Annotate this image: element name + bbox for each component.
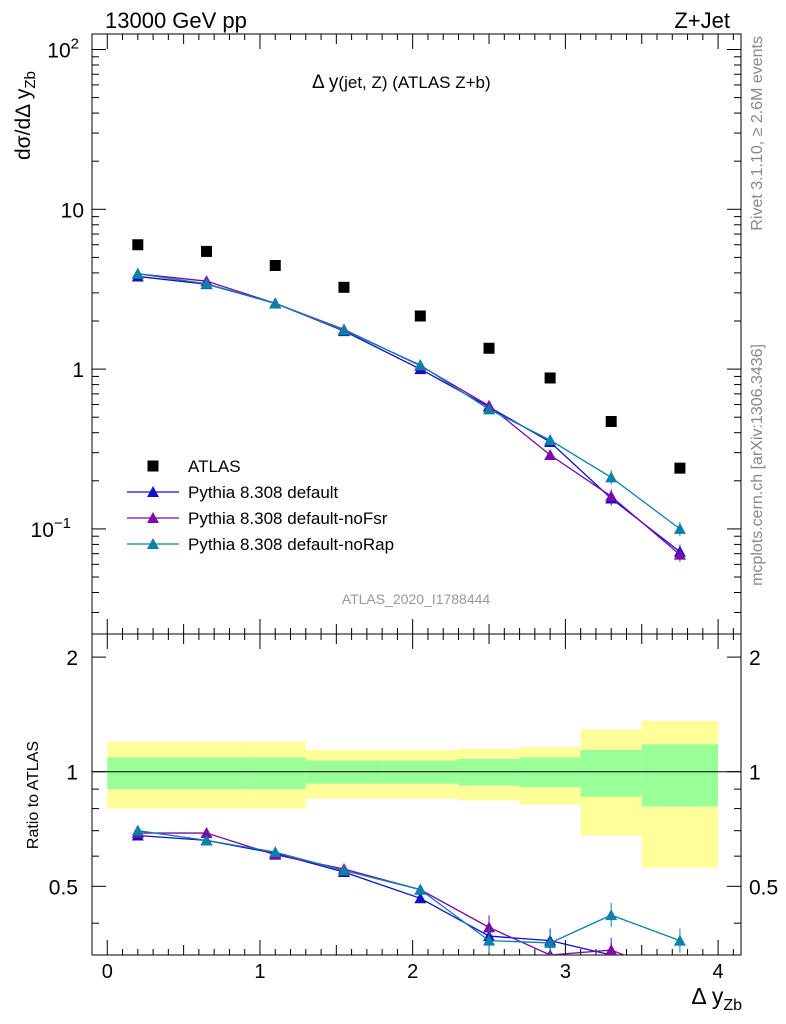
- ratio-point: [414, 883, 427, 895]
- ratio-point: [483, 921, 496, 933]
- main-point: [131, 267, 144, 279]
- main-point: [414, 359, 427, 371]
- main-point: [544, 449, 557, 461]
- main-point: [544, 372, 556, 384]
- main-point: [201, 245, 213, 257]
- x-tick-label: 3: [560, 961, 571, 983]
- ratio-point: [673, 934, 686, 946]
- main-ylabel: dσ/dΔ yZb: [12, 71, 39, 160]
- ratio-point: [414, 892, 427, 904]
- main-title: Δ y(jet, Z) (ATLAS Z+b): [312, 72, 491, 93]
- x-axis-label: Δ yZb: [691, 983, 742, 1014]
- main-point: [673, 548, 686, 560]
- header-left: 13000 GeV pp: [105, 8, 247, 33]
- ratio-axes: 0 1 2 3 4 0.5 0.5 1 1 2 2: [49, 633, 778, 983]
- main-point: [544, 434, 557, 446]
- ratio-uncertainty-bands: [92, 720, 741, 868]
- rivet-label: Rivet 3.1.10, ≥ 2.6M events: [749, 36, 766, 231]
- legend-label: Pythia 8.308 default-noRap: [188, 535, 394, 554]
- main-series: [131, 239, 686, 562]
- main-point: [414, 310, 426, 322]
- ratio-ylabel: Ratio to ATLAS: [25, 741, 42, 849]
- header-right: Z+Jet: [674, 8, 730, 33]
- ratio-y-tick-label: 2: [66, 647, 78, 670]
- main-y-tick-label: 102: [47, 35, 79, 62]
- ratio-band-inner: [107, 757, 245, 790]
- main-point: [605, 471, 618, 483]
- ratio-point: [131, 824, 144, 836]
- ratio-y-tick-label-right: 1: [749, 762, 761, 785]
- main-point: [483, 342, 495, 354]
- main-y-tick-label: 1: [72, 359, 84, 382]
- ratio-y-tick-label-right: 2: [749, 647, 761, 670]
- x-tick-label: 2: [407, 961, 418, 983]
- ratio-y-tick-label-right: 0.5: [749, 876, 778, 899]
- ratio-point: [483, 934, 496, 946]
- ratio-series: [131, 824, 686, 981]
- ratio-series-line: [137, 830, 681, 944]
- ratio-point: [200, 827, 213, 839]
- legend: ATLAS Pythia 8.308 default Pythia 8.308 de…: [127, 457, 394, 554]
- ratio-band-inner: [519, 757, 581, 788]
- ratio-point: [337, 864, 350, 876]
- main-point: [674, 462, 686, 474]
- legend-marker: [147, 512, 159, 523]
- ratio-point: [544, 936, 557, 948]
- legend-marker: [147, 538, 159, 549]
- main-point: [200, 277, 213, 289]
- legend-label: ATLAS: [188, 457, 241, 476]
- main-point: [673, 522, 686, 534]
- svg-text:dσ/dΔ yZb: dσ/dΔ yZb: [12, 71, 39, 160]
- main-point: [132, 239, 144, 251]
- legend-label: Pythia 8.308 default-noFsr: [188, 509, 388, 528]
- main-point: [605, 416, 617, 428]
- ratio-point: [674, 970, 686, 981]
- ratio-point: [674, 965, 686, 976]
- ratio-point: [605, 944, 618, 955]
- x-tick-label: 4: [713, 961, 724, 983]
- legend-marker-atlas: [147, 460, 159, 472]
- source-label: mcplots.cern.ch [arXiv:1306.3436]: [749, 344, 766, 586]
- ratio-point: [269, 846, 282, 858]
- main-y-tick-label: 10: [61, 199, 84, 222]
- ratio-point: [200, 834, 213, 846]
- main-point: [269, 259, 281, 271]
- ratio-band-inner: [458, 758, 520, 786]
- main-point: [605, 490, 618, 502]
- ratio-y-tick-label: 0.5: [49, 876, 78, 899]
- ratio-band-inner: [641, 744, 719, 807]
- analysis-tag: ATLAS_2020_I1788444: [342, 591, 491, 607]
- ratio-band-inner: [244, 757, 306, 790]
- ratio-frame: [91, 633, 742, 956]
- main-point: [338, 281, 350, 293]
- main-point: [483, 403, 496, 415]
- legend-label: Pythia 8.308 default: [188, 483, 339, 502]
- ratio-point: [605, 909, 618, 921]
- legend-marker: [147, 486, 159, 497]
- main-y-tick-label: 10−1: [31, 515, 71, 542]
- main-point: [269, 297, 282, 309]
- ratio-y-tick-label: 1: [66, 762, 78, 785]
- main-point: [337, 324, 350, 336]
- x-tick-label: 0: [102, 961, 113, 983]
- ratio-band-inner: [580, 750, 642, 797]
- x-tick-label: 1: [254, 961, 265, 983]
